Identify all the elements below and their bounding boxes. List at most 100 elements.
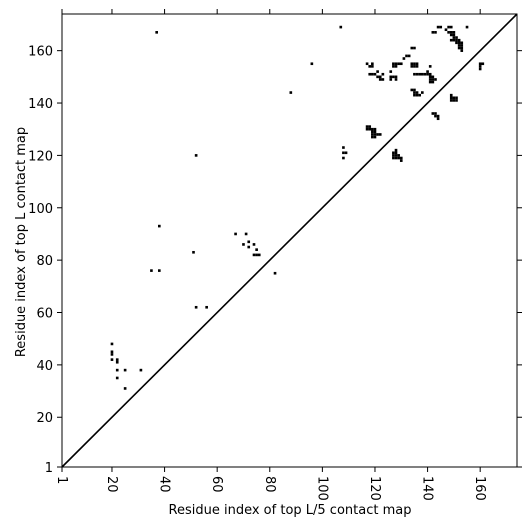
contact-point xyxy=(389,78,393,81)
contact-point xyxy=(123,368,127,372)
y-tick-label: 120 xyxy=(28,149,53,164)
contact-point xyxy=(431,80,435,84)
contact-point xyxy=(481,62,485,66)
contact-point xyxy=(457,44,461,47)
contact-point xyxy=(371,135,374,139)
contact-point xyxy=(255,253,258,257)
contact-point xyxy=(115,368,119,372)
contact-point xyxy=(242,243,245,246)
x-tick-label: 1 xyxy=(54,476,69,484)
axes: 1 20 40 60 80 100 120 140 1601204060801001201401… xyxy=(28,9,522,501)
y-tick-label: 100 xyxy=(28,202,53,217)
contact-point xyxy=(394,156,398,160)
contact-point xyxy=(426,72,429,76)
contact-point xyxy=(139,368,143,372)
x-tick-label: 60 xyxy=(209,476,224,493)
contact-point xyxy=(460,41,464,45)
contact-point xyxy=(115,360,119,364)
contact-point xyxy=(428,78,432,81)
contact-point xyxy=(410,46,414,50)
contact-point xyxy=(436,25,440,29)
contact-point xyxy=(418,93,421,97)
contact-point xyxy=(381,78,385,81)
contact-point xyxy=(371,127,374,131)
contact-point xyxy=(434,114,437,118)
contact-point xyxy=(373,135,377,139)
contact-point xyxy=(257,253,261,257)
contact-point xyxy=(397,154,400,157)
contact-point xyxy=(452,99,456,102)
contact-point xyxy=(342,156,345,160)
contact-point xyxy=(478,67,482,71)
contact-point xyxy=(273,271,277,275)
contact-point xyxy=(452,36,456,39)
y-tick-label: 60 xyxy=(36,307,53,322)
x-tick-label: 100 xyxy=(314,476,329,501)
contact-point xyxy=(413,65,416,68)
contact-point xyxy=(194,305,198,309)
contact-point xyxy=(150,269,153,272)
contact-point xyxy=(413,46,416,50)
y-tick-label: 1 xyxy=(45,461,53,476)
contact-point xyxy=(455,36,458,39)
contact-point xyxy=(371,72,374,76)
contact-point xyxy=(158,269,161,272)
diagonal-line xyxy=(61,13,518,468)
contact-point xyxy=(342,146,345,149)
contact-point xyxy=(373,133,377,136)
contact-point xyxy=(368,72,372,76)
contact-point xyxy=(428,80,432,84)
contact-point xyxy=(452,96,456,100)
contact-point xyxy=(421,91,424,94)
contact-point xyxy=(389,70,393,73)
contact-point xyxy=(428,72,432,76)
contact-point xyxy=(244,232,248,236)
contact-point xyxy=(415,62,419,66)
contact-point xyxy=(449,38,453,42)
contact-point xyxy=(428,75,432,79)
contact-point xyxy=(392,156,395,160)
contact-point xyxy=(368,65,372,68)
x-tick-label: 80 xyxy=(262,476,277,493)
contact-point xyxy=(434,78,437,81)
contact-point xyxy=(247,240,251,244)
contact-point xyxy=(413,62,416,66)
contact-point xyxy=(431,78,435,81)
contact-point xyxy=(402,57,406,60)
contact-point xyxy=(368,125,372,128)
contact-point xyxy=(155,31,158,34)
y-tick-label: 160 xyxy=(28,45,53,60)
contact-point xyxy=(447,31,450,34)
contact-point xyxy=(431,31,435,34)
contact-point xyxy=(392,75,395,79)
x-tick-label: 120 xyxy=(367,476,382,501)
contact-point xyxy=(431,75,435,79)
contact-point xyxy=(449,96,453,100)
contact-point xyxy=(194,154,198,157)
x-tick-label: 160 xyxy=(472,476,487,501)
contact-point xyxy=(415,72,419,76)
contact-point xyxy=(434,112,437,115)
x-tick-label: 40 xyxy=(157,476,172,493)
contact-point xyxy=(394,78,398,81)
contact-point xyxy=(342,151,345,155)
contact-point xyxy=(455,96,458,100)
contact-point xyxy=(457,46,461,50)
contact-point xyxy=(371,133,374,136)
contact-point xyxy=(368,127,372,131)
contact-point xyxy=(110,350,114,354)
contact-point xyxy=(373,72,377,76)
contact-point xyxy=(449,25,453,29)
contact-point xyxy=(449,93,453,97)
contact-point xyxy=(394,62,398,66)
contact-point xyxy=(415,65,419,68)
contact-point xyxy=(410,62,414,66)
contact-point xyxy=(192,250,195,254)
x-tick-label: 140 xyxy=(420,476,435,501)
contact-point xyxy=(439,25,443,29)
contact-point xyxy=(255,248,258,251)
contact-point xyxy=(378,78,382,81)
contact-point xyxy=(373,130,377,134)
contact-point xyxy=(371,65,374,68)
contact-point xyxy=(392,154,395,157)
